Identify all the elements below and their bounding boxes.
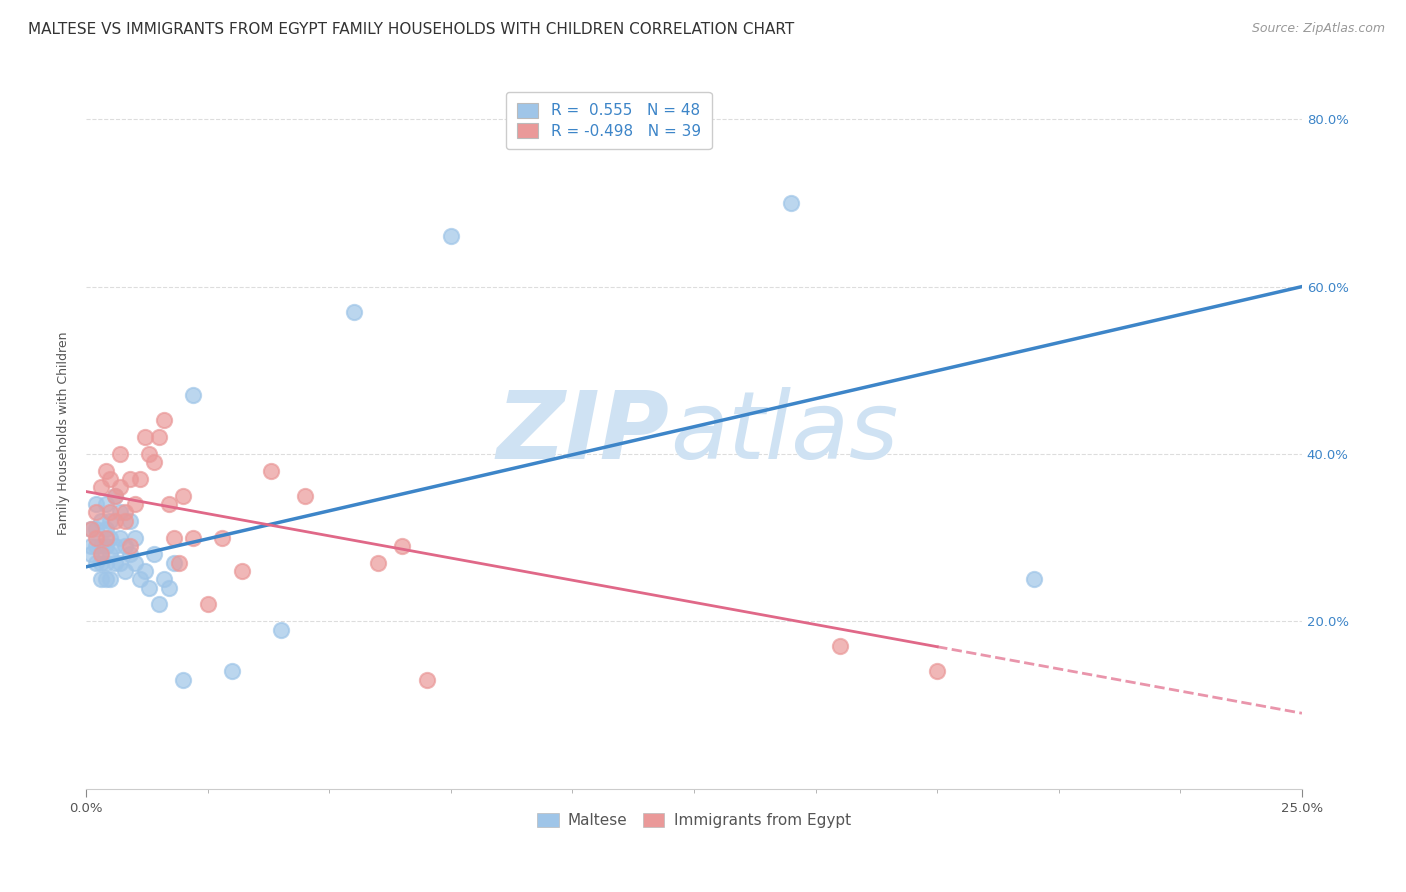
Maltese (80, 522, 103, 536)
Maltese (163, 556, 186, 570)
Maltese (124, 556, 146, 570)
Text: Source: ZipAtlas.com: Source: ZipAtlas.com (1251, 22, 1385, 36)
Text: atlas: atlas (669, 387, 898, 478)
Maltese (114, 564, 136, 578)
Immigrants from Egypt (90, 547, 112, 561)
Immigrants from Egypt (84, 531, 107, 545)
Immigrants from Egypt (100, 472, 122, 486)
Immigrants from Egypt (148, 430, 170, 444)
Y-axis label: Family Households with Children: Family Households with Children (58, 331, 70, 534)
Immigrants from Egypt (415, 673, 437, 687)
Maltese (114, 539, 136, 553)
Immigrants from Egypt (90, 480, 112, 494)
Maltese (94, 539, 117, 553)
Immigrants from Egypt (114, 506, 136, 520)
Immigrants from Egypt (153, 413, 176, 427)
Maltese (90, 573, 112, 587)
Maltese (94, 556, 117, 570)
Maltese (104, 539, 127, 553)
Immigrants from Egypt (181, 531, 204, 545)
Immigrants from Egypt (104, 514, 127, 528)
Maltese (172, 673, 194, 687)
Maltese (343, 304, 366, 318)
Maltese (100, 514, 122, 528)
Maltese (118, 514, 141, 528)
Maltese (270, 623, 292, 637)
Immigrants from Egypt (118, 472, 141, 486)
Maltese (138, 581, 160, 595)
Maltese (90, 514, 112, 528)
Maltese (108, 506, 131, 520)
Immigrants from Egypt (124, 497, 146, 511)
Maltese (84, 497, 107, 511)
Maltese (108, 556, 131, 570)
Maltese (157, 581, 180, 595)
Maltese (94, 522, 117, 536)
Maltese (100, 573, 122, 587)
Maltese (84, 539, 107, 553)
Maltese (94, 573, 117, 587)
Immigrants from Egypt (157, 497, 180, 511)
Maltese (108, 531, 131, 545)
Maltese (440, 229, 463, 244)
Maltese (128, 573, 150, 587)
Immigrants from Egypt (104, 489, 127, 503)
Immigrants from Egypt (172, 489, 194, 503)
Maltese (100, 531, 122, 545)
Immigrants from Egypt (128, 472, 150, 486)
Maltese (118, 547, 141, 561)
Immigrants from Egypt (108, 447, 131, 461)
Text: ZIP: ZIP (496, 387, 669, 479)
Immigrants from Egypt (828, 640, 851, 654)
Maltese (134, 564, 156, 578)
Text: MALTESE VS IMMIGRANTS FROM EGYPT FAMILY HOUSEHOLDS WITH CHILDREN CORRELATION CHA: MALTESE VS IMMIGRANTS FROM EGYPT FAMILY … (28, 22, 794, 37)
Immigrants from Egypt (138, 447, 160, 461)
Immigrants from Egypt (294, 489, 316, 503)
Maltese (221, 665, 243, 679)
Maltese (780, 195, 803, 210)
Maltese (84, 522, 107, 536)
Maltese (100, 547, 122, 561)
Maltese (1024, 573, 1046, 587)
Maltese (181, 388, 204, 402)
Immigrants from Egypt (927, 665, 949, 679)
Immigrants from Egypt (143, 455, 166, 469)
Immigrants from Egypt (391, 539, 413, 553)
Maltese (90, 556, 112, 570)
Immigrants from Egypt (231, 564, 253, 578)
Maltese (104, 489, 127, 503)
Immigrants from Egypt (211, 531, 233, 545)
Immigrants from Egypt (94, 531, 117, 545)
Immigrants from Egypt (118, 539, 141, 553)
Maltese (104, 556, 127, 570)
Immigrants from Egypt (167, 556, 190, 570)
Legend: Maltese, Immigrants from Egypt: Maltese, Immigrants from Egypt (531, 806, 856, 834)
Immigrants from Egypt (114, 514, 136, 528)
Immigrants from Egypt (94, 464, 117, 478)
Maltese (80, 547, 103, 561)
Immigrants from Egypt (134, 430, 156, 444)
Immigrants from Egypt (80, 522, 103, 536)
Maltese (90, 539, 112, 553)
Immigrants from Egypt (100, 506, 122, 520)
Immigrants from Egypt (197, 598, 219, 612)
Maltese (153, 573, 176, 587)
Immigrants from Egypt (367, 556, 389, 570)
Maltese (143, 547, 166, 561)
Immigrants from Egypt (84, 506, 107, 520)
Immigrants from Egypt (108, 480, 131, 494)
Maltese (84, 556, 107, 570)
Maltese (94, 497, 117, 511)
Maltese (80, 539, 103, 553)
Immigrants from Egypt (260, 464, 283, 478)
Maltese (148, 598, 170, 612)
Maltese (124, 531, 146, 545)
Immigrants from Egypt (163, 531, 186, 545)
